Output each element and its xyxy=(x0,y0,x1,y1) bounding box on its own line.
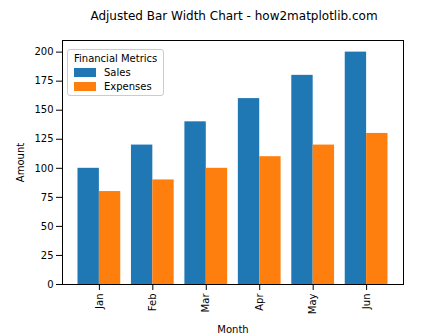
svg-text:50: 50 xyxy=(41,221,54,232)
svg-text:Jan: Jan xyxy=(94,294,105,310)
svg-text:175: 175 xyxy=(34,75,53,86)
html-text:Adjusted Bar Width Chart - how: Adjusted Bar Width Chart - how2matplotli… xyxy=(90,9,378,23)
svg-text:Amount: Amount xyxy=(15,143,26,182)
svg-text:Mar: Mar xyxy=(200,293,211,313)
svg-text:75: 75 xyxy=(41,192,54,203)
svg-text:Apr: Apr xyxy=(254,293,265,311)
svg-text:Month: Month xyxy=(217,324,248,335)
html-text:Sales: Sales xyxy=(104,67,131,78)
html-text:Financial Metrics: Financial Metrics xyxy=(74,53,158,64)
svg-text:125: 125 xyxy=(34,133,53,144)
html-text:Expenses: Expenses xyxy=(104,81,152,92)
svg-text:150: 150 xyxy=(34,104,53,115)
svg-text:Feb: Feb xyxy=(147,294,158,312)
svg-text:Jun: Jun xyxy=(361,294,372,311)
svg-text:200: 200 xyxy=(34,46,53,57)
svg-text:100: 100 xyxy=(34,163,53,174)
svg-text:May: May xyxy=(307,293,318,314)
svg-text:0: 0 xyxy=(47,279,53,290)
svg-text:25: 25 xyxy=(41,250,54,261)
